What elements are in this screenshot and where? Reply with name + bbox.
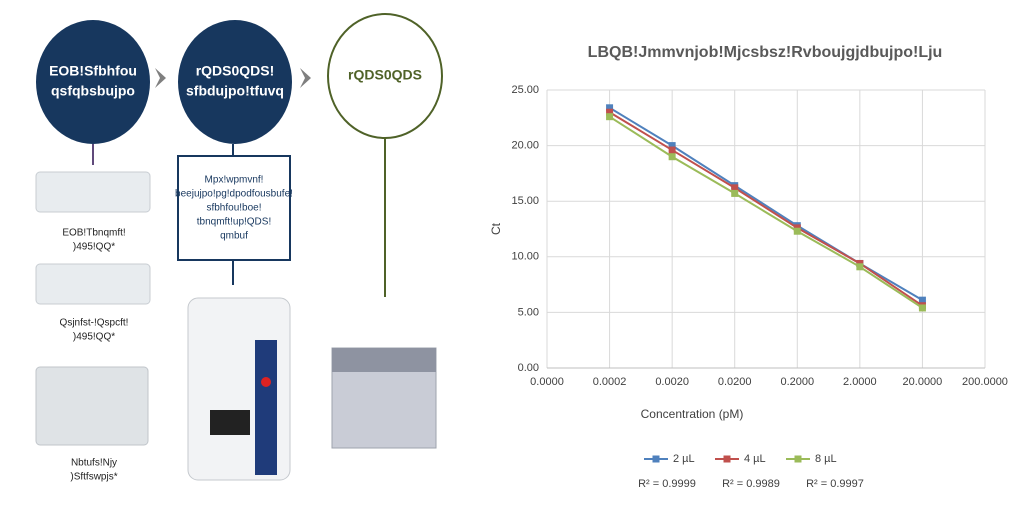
- label-line: beejujpo!pg!dpodfousbufe!: [175, 189, 293, 200]
- chevron: [300, 68, 311, 88]
- chart-title: LBQB!Jmmvnjob!Mjcsbsz!Rvboujgjdbujpo!Lju: [588, 44, 943, 61]
- point: [856, 263, 864, 271]
- label-line: EOB!Sfbhfou: [49, 63, 137, 79]
- x-tick-label: 0.0200: [718, 376, 752, 388]
- dispenser-panel: [255, 340, 277, 475]
- legend-marker: [652, 455, 660, 463]
- y-tick-label: 10.00: [511, 251, 539, 263]
- label-line: rQDS0QDS!: [196, 63, 275, 79]
- label-line: Qsjnfst-!Qspcft!: [60, 318, 129, 329]
- y-tick-label: 20.00: [511, 140, 539, 152]
- legend-marker: [723, 455, 731, 463]
- legend-marker: [794, 455, 802, 463]
- x-tick-label: 20.0000: [903, 376, 943, 388]
- point: [668, 146, 676, 154]
- x-tick-label: 0.0002: [593, 376, 627, 388]
- x-tick-label: 0.0020: [655, 376, 689, 388]
- y-tick-label: 5.00: [518, 306, 539, 318]
- label-line: Nbtufs!Njy: [71, 458, 117, 469]
- x-tick-label: 200.0000: [962, 376, 1008, 388]
- annotation: R² = 0.9997: [806, 478, 864, 490]
- legend-label: 4 µL: [744, 453, 766, 465]
- annotation: R² = 0.9989: [722, 478, 780, 490]
- label-line: rQDS0QDS: [348, 67, 422, 83]
- label-line: tbnqmft!up!QDS!: [197, 217, 271, 228]
- x-axis-label: Concentration (pM): [641, 407, 744, 421]
- annotation: R² = 0.9999: [638, 478, 696, 490]
- plate-image: [35, 263, 151, 305]
- reservoir-image: [35, 366, 149, 446]
- label-line: )495!QQ*: [73, 332, 115, 343]
- plate-image: [35, 171, 151, 213]
- label-line: EOB!Tbnqmft!: [62, 228, 125, 239]
- point: [793, 227, 801, 235]
- x-tick-label: 2.0000: [843, 376, 877, 388]
- y-tick-label: 15.00: [511, 195, 539, 207]
- label-line: qsfqbsbujpo: [51, 83, 135, 99]
- legend-label: 8 µL: [815, 453, 837, 465]
- y-tick-label: 0.00: [518, 362, 539, 374]
- x-tick-label: 0.2000: [780, 376, 814, 388]
- dispenser-slot: [210, 410, 250, 435]
- legend-label: 2 µL: [673, 453, 695, 465]
- label-line: )Sftfswpjs*: [70, 472, 117, 483]
- series-line: [609, 106, 923, 302]
- x-tick-label: 0.0000: [530, 376, 564, 388]
- point: [668, 142, 676, 150]
- series-line: [609, 111, 923, 307]
- point: [918, 296, 926, 304]
- point: [606, 108, 614, 116]
- workflow: [35, 13, 443, 481]
- step-circle: [178, 20, 292, 144]
- point: [606, 104, 614, 112]
- label-line: )495!QQ*: [73, 242, 115, 253]
- label-line: Mpx!wpmvnf!: [205, 175, 264, 186]
- series-line: [609, 115, 923, 309]
- label-line: sfbdujpo!tfuvq: [186, 83, 284, 99]
- label-line: qmbuf: [220, 231, 248, 242]
- point: [731, 189, 739, 197]
- label-line: sfbhfou!boe!: [206, 203, 261, 214]
- y-axis-label: Ct: [489, 222, 503, 235]
- chevron: [155, 68, 166, 88]
- point: [606, 113, 614, 121]
- point: [918, 304, 926, 312]
- note-box: [177, 155, 291, 261]
- point: [668, 153, 676, 161]
- y-tick-label: 25.00: [511, 84, 539, 96]
- step-circle: [36, 20, 150, 144]
- point: [731, 184, 739, 192]
- dispenser-button: [261, 377, 271, 387]
- cycler-lid: [332, 348, 436, 372]
